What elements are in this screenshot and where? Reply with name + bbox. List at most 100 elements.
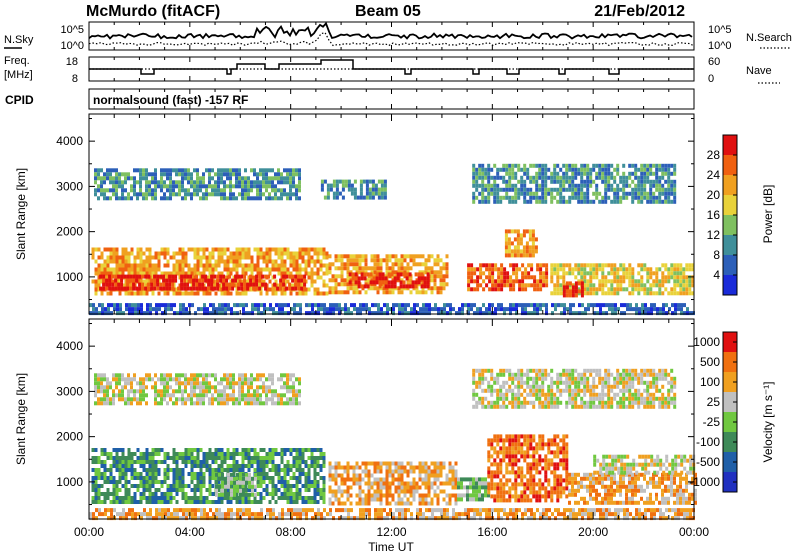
echo-cell xyxy=(307,468,311,472)
echo-cell xyxy=(445,501,449,506)
echo-cell xyxy=(421,461,425,466)
echo-cell xyxy=(487,454,491,459)
echo-cell xyxy=(163,291,167,296)
echo-cell xyxy=(470,275,474,280)
echo-cell xyxy=(166,263,170,268)
echo-cell xyxy=(628,263,632,268)
echo-cell xyxy=(521,263,525,268)
echo-cell xyxy=(565,454,569,459)
echo-cell xyxy=(367,477,371,482)
echo-cell xyxy=(559,490,563,495)
echo-cell xyxy=(589,179,593,184)
echo-cell xyxy=(403,501,407,506)
echo-cell xyxy=(490,438,494,443)
echo-cell xyxy=(242,480,245,485)
echo-cell xyxy=(604,183,608,188)
echo-cell xyxy=(592,191,596,196)
echo-cell xyxy=(532,446,536,451)
echo-cell xyxy=(511,163,515,168)
echo-cell xyxy=(103,196,106,201)
echo-cell xyxy=(223,496,227,500)
echo-cell xyxy=(109,247,113,252)
echo-cell xyxy=(619,279,623,284)
echo-cell xyxy=(103,464,107,468)
echo-cell xyxy=(544,179,548,184)
echo-cell xyxy=(247,460,251,464)
echo-cell xyxy=(166,496,170,500)
echo-cell xyxy=(572,303,575,308)
echo-cell xyxy=(211,188,214,193)
echo-cell xyxy=(289,184,292,189)
echo-cell xyxy=(677,307,680,312)
echo-cell xyxy=(617,307,620,312)
echo-cell xyxy=(199,492,203,496)
echo-cell xyxy=(245,303,248,308)
echo-cell xyxy=(277,267,281,272)
echo-cell xyxy=(691,279,695,284)
echo-cell xyxy=(94,279,98,284)
echo-cell xyxy=(536,307,539,312)
echo-cell xyxy=(97,263,101,268)
echo-cell xyxy=(500,271,504,276)
echo-cell xyxy=(481,171,485,176)
echo-cell xyxy=(424,258,428,263)
echo-cell xyxy=(522,233,526,238)
echo-cell xyxy=(637,279,641,284)
echo-cell xyxy=(497,303,500,308)
echo-cell xyxy=(259,168,262,173)
echo-cell xyxy=(283,168,286,173)
echo-cell xyxy=(251,307,254,312)
echo-cell xyxy=(628,191,632,196)
echo-cell xyxy=(131,307,134,312)
echo-cell xyxy=(181,452,185,456)
echo-cell xyxy=(599,307,602,312)
echo-cell xyxy=(112,456,116,460)
echo-cell xyxy=(394,262,398,267)
echo-cell xyxy=(559,446,563,451)
echo-cell xyxy=(259,271,263,276)
echo-cell xyxy=(473,267,477,272)
echo-cell xyxy=(220,196,223,201)
echo-cell xyxy=(304,448,308,452)
echo-cell xyxy=(283,180,286,185)
echo-cell xyxy=(214,476,218,480)
echo-cell xyxy=(550,470,554,475)
echo-cell xyxy=(508,486,512,491)
echo-cell xyxy=(304,247,308,252)
echo-cell xyxy=(553,163,557,168)
echo-cell xyxy=(139,456,143,460)
echo-cell xyxy=(95,311,98,316)
echo-cell xyxy=(172,472,176,476)
echo-cell xyxy=(538,434,542,439)
echo-cell xyxy=(331,477,335,482)
echo-cell xyxy=(559,287,563,292)
echo-cell xyxy=(373,270,377,275)
echo-cell xyxy=(97,488,101,492)
echo-cell xyxy=(94,484,98,488)
echo-cell xyxy=(384,284,388,289)
echo-cell xyxy=(124,259,128,264)
echo-cell xyxy=(106,255,110,260)
echo-cell xyxy=(387,284,391,289)
echo-cell xyxy=(118,259,122,264)
echo-cell xyxy=(388,489,392,494)
echo-cell xyxy=(134,303,137,308)
echo-cell xyxy=(141,282,145,287)
echo-cell xyxy=(214,247,218,252)
echo-cell xyxy=(640,183,644,188)
echo-cell xyxy=(337,465,341,470)
echo-cell xyxy=(470,271,474,276)
echo-cell xyxy=(130,251,134,256)
echo-cell xyxy=(178,283,182,288)
echo-cell xyxy=(607,279,611,284)
echo-cell xyxy=(553,283,557,288)
echo-cell xyxy=(151,468,155,472)
echo-cell xyxy=(658,199,662,204)
echo-cell xyxy=(524,275,528,280)
echo-cell xyxy=(375,280,379,285)
echo-cell xyxy=(500,275,504,280)
echo-cell xyxy=(319,448,323,452)
echo-cell xyxy=(547,462,551,467)
echo-cell xyxy=(220,500,224,504)
